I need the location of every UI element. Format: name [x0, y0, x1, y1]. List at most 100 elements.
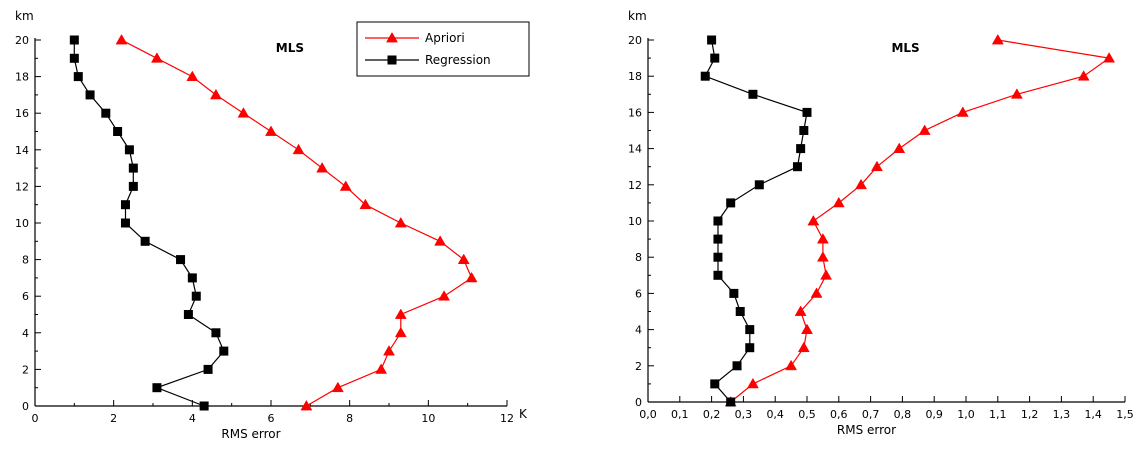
- data-point: [128, 163, 138, 173]
- data-point: [211, 328, 221, 338]
- data-point: [113, 127, 123, 136]
- data-point: [120, 200, 130, 210]
- data-point: [794, 305, 807, 316]
- data-point: [69, 53, 79, 63]
- data-point: [394, 326, 407, 338]
- data-point: [956, 106, 969, 117]
- data-point: [300, 399, 313, 411]
- plot-title: MLS: [276, 41, 304, 55]
- data-point: [292, 143, 305, 155]
- x-tick-label: 12: [500, 412, 514, 425]
- x-tick-label: 10: [421, 412, 435, 425]
- chart-panel-1: 0 2 4 6 8 10 12 14 16 18 20 0 2 4 6 8 10 12 km RMS error K ML…: [15, 9, 530, 441]
- data-point: [457, 253, 470, 264]
- x-axis-title: RMS error: [837, 423, 896, 437]
- data-point: [726, 397, 736, 407]
- legend-box: [356, 21, 530, 77]
- x-axis-unit: K: [519, 407, 528, 421]
- data-point: [465, 271, 478, 283]
- data-point: [339, 180, 352, 191]
- data-point: [707, 35, 717, 45]
- y-tick-label: 4: [22, 327, 29, 340]
- data-point: [128, 181, 138, 191]
- data-point: [832, 196, 845, 208]
- x-tick-label: 0,2: [703, 408, 721, 421]
- y-axis-title: km: [628, 9, 647, 23]
- data-point: [748, 89, 758, 99]
- data-point: [265, 125, 277, 136]
- x-tick-label: 1,1: [989, 408, 1007, 421]
- data-point: [101, 108, 111, 118]
- x-tick-label: 0,3: [735, 408, 753, 421]
- y-tick-label: 10: [15, 217, 29, 230]
- data-point: [1010, 88, 1023, 99]
- data-point: [199, 401, 209, 411]
- data-point: [438, 290, 450, 301]
- y-tick-label: 20: [628, 34, 642, 47]
- x-tick-label: 0,1: [671, 408, 689, 421]
- y-axis-title: km: [15, 9, 34, 23]
- data-point: [745, 343, 755, 353]
- data-point: [700, 71, 710, 81]
- series-line-regression: [73, 40, 225, 407]
- y-tick-label: 14: [15, 144, 29, 157]
- data-point: [710, 379, 720, 389]
- x-tick-label: 0,5: [798, 408, 816, 421]
- y-tick-label: 0: [22, 400, 29, 413]
- series-apriori: [724, 33, 1116, 407]
- x-tick-label: 1,5: [1116, 408, 1134, 421]
- x-tick-label: 0,4: [766, 408, 784, 421]
- data-point: [820, 269, 833, 280]
- y-tick-label: 12: [628, 179, 642, 192]
- data-point: [713, 234, 723, 244]
- y-tick-label: 8: [22, 254, 29, 267]
- data-point: [810, 287, 823, 298]
- y-tick-label: 16: [628, 106, 642, 119]
- y-tick-label: 12: [15, 180, 29, 193]
- data-point: [785, 359, 798, 371]
- data-point: [807, 214, 820, 226]
- data-point: [735, 307, 745, 316]
- data-point: [1077, 70, 1090, 81]
- y-tick-label: 4: [635, 324, 642, 337]
- legend-label: Regression: [425, 53, 491, 67]
- data-point: [918, 124, 931, 135]
- data-point: [140, 236, 150, 246]
- data-point: [375, 363, 388, 374]
- data-point: [186, 70, 199, 81]
- data-point: [799, 126, 809, 135]
- data-point: [120, 218, 130, 228]
- y-tick-label: 6: [635, 287, 642, 300]
- x-tick-label: 1,0: [957, 408, 975, 421]
- data-point: [203, 364, 213, 374]
- data-point: [729, 288, 739, 298]
- data-point: [732, 361, 742, 371]
- y-tick-label: 16: [15, 107, 29, 120]
- data-point: [394, 308, 407, 319]
- data-point: [747, 377, 759, 389]
- y-tick-label: 14: [628, 143, 642, 156]
- y-tick-label: 8: [635, 251, 642, 264]
- data-point: [802, 107, 812, 117]
- data-point: [871, 160, 883, 172]
- y-tick-label: 2: [22, 363, 29, 376]
- y-tick-label: 10: [628, 215, 642, 228]
- y-tick-label: 20: [15, 34, 29, 47]
- x-tick-label: 2: [110, 412, 117, 425]
- series-apriori: [115, 33, 478, 411]
- data-point: [801, 323, 813, 334]
- series-regression: [700, 35, 812, 407]
- data-point: [434, 235, 447, 246]
- data-point: [797, 341, 810, 353]
- data-point: [176, 255, 186, 265]
- data-point: [893, 142, 906, 153]
- data-point: [745, 325, 755, 335]
- data-point: [331, 381, 344, 393]
- data-point: [713, 252, 723, 262]
- data-point: [73, 72, 83, 82]
- data-point: [754, 180, 764, 190]
- data-point: [85, 90, 95, 100]
- data-point: [710, 53, 720, 63]
- data-point: [359, 198, 372, 210]
